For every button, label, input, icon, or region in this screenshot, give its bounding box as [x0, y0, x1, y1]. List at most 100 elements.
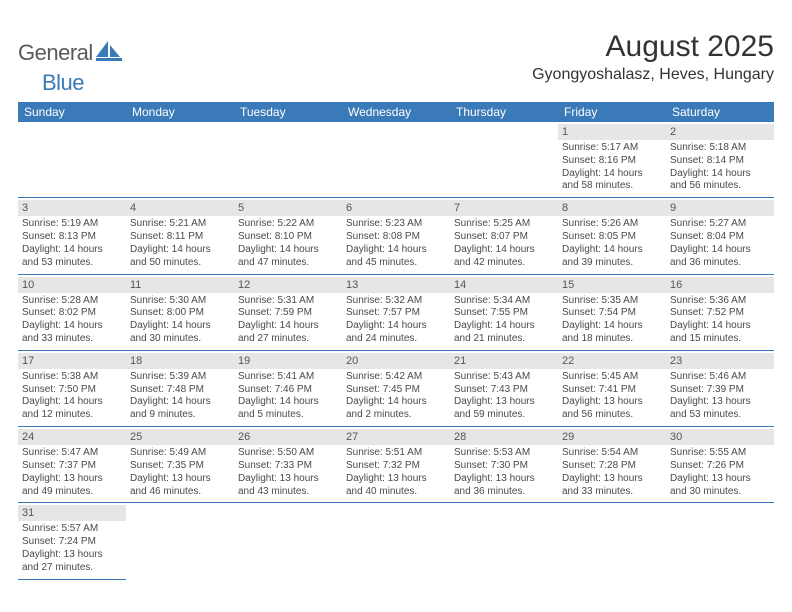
day-daylight2: and 45 minutes. [346, 257, 446, 270]
day-cell: 9Sunrise: 5:27 AMSunset: 8:04 PMDaylight… [666, 198, 774, 273]
day-daylight2: and 50 minutes. [130, 257, 230, 270]
week-row: 10Sunrise: 5:28 AMSunset: 8:02 PMDayligh… [18, 275, 774, 351]
day-number: 18 [126, 353, 234, 369]
day-sunset: Sunset: 8:00 PM [130, 307, 230, 320]
day-cell [234, 122, 342, 197]
day-daylight2: and 27 minutes. [238, 333, 338, 346]
day-daylight2: and 18 minutes. [562, 333, 662, 346]
day-number: 10 [18, 277, 126, 293]
day-daylight2: and 56 minutes. [562, 409, 662, 422]
day-cell: 18Sunrise: 5:39 AMSunset: 7:48 PMDayligh… [126, 351, 234, 426]
calendar: SundayMondayTuesdayWednesdayThursdayFrid… [18, 102, 774, 580]
week-row: 17Sunrise: 5:38 AMSunset: 7:50 PMDayligh… [18, 351, 774, 427]
day-daylight1: Daylight: 14 hours [562, 320, 662, 333]
weekday-header: Thursday [450, 102, 558, 122]
day-sunrise: Sunrise: 5:54 AM [562, 447, 662, 460]
day-number: 12 [234, 277, 342, 293]
day-number: 14 [450, 277, 558, 293]
day-cell: 15Sunrise: 5:35 AMSunset: 7:54 PMDayligh… [558, 275, 666, 350]
day-sunset: Sunset: 7:52 PM [670, 307, 770, 320]
day-daylight1: Daylight: 14 hours [346, 244, 446, 257]
weekday-header: Monday [126, 102, 234, 122]
day-number: 6 [342, 200, 450, 216]
day-sunrise: Sunrise: 5:57 AM [22, 523, 122, 536]
day-daylight1: Daylight: 14 hours [22, 244, 122, 257]
day-sunset: Sunset: 8:16 PM [562, 155, 662, 168]
day-sunrise: Sunrise: 5:21 AM [130, 218, 230, 231]
day-daylight1: Daylight: 14 hours [454, 244, 554, 257]
day-sunset: Sunset: 7:46 PM [238, 384, 338, 397]
day-sunrise: Sunrise: 5:30 AM [130, 295, 230, 308]
day-cell: 16Sunrise: 5:36 AMSunset: 7:52 PMDayligh… [666, 275, 774, 350]
day-sunrise: Sunrise: 5:51 AM [346, 447, 446, 460]
day-cell: 17Sunrise: 5:38 AMSunset: 7:50 PMDayligh… [18, 351, 126, 426]
day-daylight1: Daylight: 14 hours [130, 244, 230, 257]
day-number: 21 [450, 353, 558, 369]
day-cell: 24Sunrise: 5:47 AMSunset: 7:37 PMDayligh… [18, 427, 126, 502]
day-number: 20 [342, 353, 450, 369]
day-sunrise: Sunrise: 5:39 AM [130, 371, 230, 384]
day-cell: 6Sunrise: 5:23 AMSunset: 8:08 PMDaylight… [342, 198, 450, 273]
day-sunrise: Sunrise: 5:34 AM [454, 295, 554, 308]
day-daylight1: Daylight: 14 hours [22, 320, 122, 333]
day-daylight2: and 42 minutes. [454, 257, 554, 270]
day-cell: 21 Sunrise: 5:43 AMSunset: 7:43 PMDayligh… [450, 351, 558, 426]
day-sunrise: Sunrise: 5:36 AM [670, 295, 770, 308]
day-sunset: Sunset: 8:05 PM [562, 231, 662, 244]
day-sunset: Sunset: 7:55 PM [454, 307, 554, 320]
day-sunrise: Sunrise: 5:31 AM [238, 295, 338, 308]
week-row: 24Sunrise: 5:47 AMSunset: 7:37 PMDayligh… [18, 427, 774, 503]
day-sunset: Sunset: 7:54 PM [562, 307, 662, 320]
week-row: 31Sunrise: 5:57 AMSunset: 7:24 PMDayligh… [18, 503, 774, 579]
day-daylight1: Daylight: 14 hours [238, 396, 338, 409]
logo-text-blue: Blue [42, 70, 84, 95]
day-sunset: Sunset: 8:02 PM [22, 307, 122, 320]
day-daylight1: Daylight: 14 hours [454, 320, 554, 333]
day-cell: 5Sunrise: 5:22 AMSunset: 8:10 PMDaylight… [234, 198, 342, 273]
day-daylight2: and 58 minutes. [562, 180, 662, 193]
day-number: 30 [666, 429, 774, 445]
day-cell [126, 122, 234, 197]
day-sunset: Sunset: 7:43 PM [454, 384, 554, 397]
day-cell: 7Sunrise: 5:25 AMSunset: 8:07 PMDaylight… [450, 198, 558, 273]
day-daylight2: and 47 minutes. [238, 257, 338, 270]
day-sunset: Sunset: 7:32 PM [346, 460, 446, 473]
day-daylight2: and 59 minutes. [454, 409, 554, 422]
day-daylight2: and 27 minutes. [22, 562, 122, 575]
calendar-weeks: 1Sunrise: 5:17 AMSunset: 8:16 PMDaylight… [18, 122, 774, 580]
day-cell: 8Sunrise: 5:26 AMSunset: 8:05 PMDaylight… [558, 198, 666, 273]
day-number: 3 [18, 200, 126, 216]
day-sunrise: Sunrise: 5:50 AM [238, 447, 338, 460]
week-row: 3Sunrise: 5:19 AMSunset: 8:13 PMDaylight… [18, 198, 774, 274]
day-daylight2: and 2 minutes. [346, 409, 446, 422]
day-daylight1: Daylight: 13 hours [22, 473, 122, 486]
day-sunset: Sunset: 7:24 PM [22, 536, 122, 549]
day-cell: 4Sunrise: 5:21 AMSunset: 8:11 PMDaylight… [126, 198, 234, 273]
day-number: 17 [18, 353, 126, 369]
day-daylight1: Daylight: 14 hours [130, 396, 230, 409]
day-cell [234, 503, 342, 579]
month-title: August 2025 [532, 30, 774, 64]
day-number: 19 [234, 353, 342, 369]
day-sunrise: Sunrise: 5:32 AM [346, 295, 446, 308]
day-daylight1: Daylight: 13 hours [454, 396, 554, 409]
day-number: 23 [666, 353, 774, 369]
day-number: 7 [450, 200, 558, 216]
day-sunrise: Sunrise: 5:28 AM [22, 295, 122, 308]
day-sunrise: Sunrise: 5:43 AM [454, 371, 554, 384]
day-daylight1: Daylight: 13 hours [562, 396, 662, 409]
day-number: 25 [126, 429, 234, 445]
day-cell: 1Sunrise: 5:17 AMSunset: 8:16 PMDaylight… [558, 122, 666, 197]
day-number: 1 [558, 124, 666, 140]
day-number: 24 [18, 429, 126, 445]
day-daylight2: and 9 minutes. [130, 409, 230, 422]
day-number: 13 [342, 277, 450, 293]
day-daylight2: and 43 minutes. [238, 486, 338, 499]
day-daylight2: and 53 minutes. [22, 257, 122, 270]
day-cell: 19Sunrise: 5:41 AMSunset: 7:46 PMDayligh… [234, 351, 342, 426]
day-sunrise: Sunrise: 5:22 AM [238, 218, 338, 231]
day-daylight1: Daylight: 13 hours [346, 473, 446, 486]
day-sunrise: Sunrise: 5:25 AM [454, 218, 554, 231]
day-sunset: Sunset: 8:11 PM [130, 231, 230, 244]
day-cell: 30Sunrise: 5:55 AMSunset: 7:26 PMDayligh… [666, 427, 774, 502]
